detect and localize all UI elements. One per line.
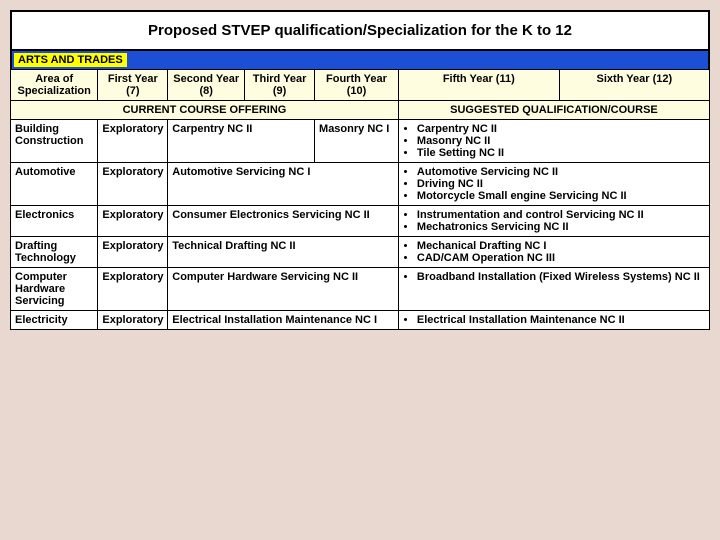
table-row: Building ConstructionExploratoryCarpentr…	[11, 120, 710, 163]
list-item: Electrical Installation Maintenance NC I…	[417, 314, 705, 326]
col-area: Area of Specialization	[11, 70, 98, 101]
year1-cell: Exploratory	[98, 311, 168, 330]
list-item: CAD/CAM Operation NC III	[417, 252, 705, 264]
section-bar: ARTS AND TRADES	[10, 51, 710, 69]
list-item: Motorcycle Small engine Servicing NC II	[417, 190, 705, 202]
suggested-list: Broadband Installation (Fixed Wireless S…	[403, 271, 705, 283]
table-row: ElectricityExploratoryElectrical Install…	[11, 311, 710, 330]
current-offering-cell: Computer Hardware Servicing NC II	[168, 268, 399, 311]
group-header-row: CURRENT COURSE OFFERING SUGGESTED QUALIF…	[11, 101, 710, 120]
area-cell: Computer Hardware Servicing	[11, 268, 98, 311]
page-title: Proposed STVEP qualification/Specializat…	[10, 10, 710, 51]
year1-cell: Exploratory	[98, 163, 168, 206]
col-y3: Third Year (9)	[245, 70, 315, 101]
list-item: Masonry NC II	[417, 135, 705, 147]
current-offering-cell: Electrical Installation Maintenance NC I	[168, 311, 399, 330]
list-item: Instrumentation and control Servicing NC…	[417, 209, 705, 221]
table-row: AutomotiveExploratoryAutomotive Servicin…	[11, 163, 710, 206]
suggested-list: Automotive Servicing NC IIDriving NC IIM…	[403, 166, 705, 202]
suggested-cell: Mechanical Drafting NC ICAD/CAM Operatio…	[398, 237, 709, 268]
area-cell: Electricity	[11, 311, 98, 330]
suggested-cell: Carpentry NC IIMasonry NC IITile Setting…	[398, 120, 709, 163]
year1-cell: Exploratory	[98, 206, 168, 237]
table-row: Drafting TechnologyExploratoryTechnical …	[11, 237, 710, 268]
table-row: Computer Hardware ServicingExploratoryCo…	[11, 268, 710, 311]
qualification-table: Area of Specialization First Year (7) Se…	[10, 69, 710, 330]
table-row: ElectronicsExploratoryConsumer Electroni…	[11, 206, 710, 237]
section-label: ARTS AND TRADES	[14, 53, 127, 67]
current-offering-cell: Consumer Electronics Servicing NC II	[168, 206, 399, 237]
suggested-list: Carpentry NC IIMasonry NC IITile Setting…	[403, 123, 705, 159]
list-item: Broadband Installation (Fixed Wireless S…	[417, 271, 705, 283]
suggested-list: Electrical Installation Maintenance NC I…	[403, 314, 705, 326]
suggested-list: Instrumentation and control Servicing NC…	[403, 209, 705, 233]
table-header-row: Area of Specialization First Year (7) Se…	[11, 70, 710, 101]
year4-cell: Masonry NC I	[315, 120, 399, 163]
suggested-cell: Broadband Installation (Fixed Wireless S…	[398, 268, 709, 311]
suggested-cell: Automotive Servicing NC IIDriving NC IIM…	[398, 163, 709, 206]
current-offering-cell: Technical Drafting NC II	[168, 237, 399, 268]
col-y6: Sixth Year (12)	[559, 70, 709, 101]
list-item: Driving NC II	[417, 178, 705, 190]
year1-cell: Exploratory	[98, 120, 168, 163]
list-item: Tile Setting NC II	[417, 147, 705, 159]
suggested-list: Mechanical Drafting NC ICAD/CAM Operatio…	[403, 240, 705, 264]
suggested-cell: Electrical Installation Maintenance NC I…	[398, 311, 709, 330]
current-offering-cell: Carpentry NC II	[168, 120, 315, 163]
current-offering-cell: Automotive Servicing NC I	[168, 163, 399, 206]
list-item: Automotive Servicing NC II	[417, 166, 705, 178]
area-cell: Building Construction	[11, 120, 98, 163]
area-cell: Drafting Technology	[11, 237, 98, 268]
year1-cell: Exploratory	[98, 268, 168, 311]
suggested-header: SUGGESTED QUALIFICATION/COURSE	[398, 101, 709, 120]
col-y4: Fourth Year (10)	[315, 70, 399, 101]
col-y5: Fifth Year (11)	[398, 70, 559, 101]
list-item: Mechatronics Servicing NC II	[417, 221, 705, 233]
current-offering-header: CURRENT COURSE OFFERING	[11, 101, 399, 120]
year1-cell: Exploratory	[98, 237, 168, 268]
suggested-cell: Instrumentation and control Servicing NC…	[398, 206, 709, 237]
col-y2: Second Year (8)	[168, 70, 245, 101]
area-cell: Automotive	[11, 163, 98, 206]
list-item: Mechanical Drafting NC I	[417, 240, 705, 252]
col-y1: First Year (7)	[98, 70, 168, 101]
list-item: Carpentry NC II	[417, 123, 705, 135]
area-cell: Electronics	[11, 206, 98, 237]
